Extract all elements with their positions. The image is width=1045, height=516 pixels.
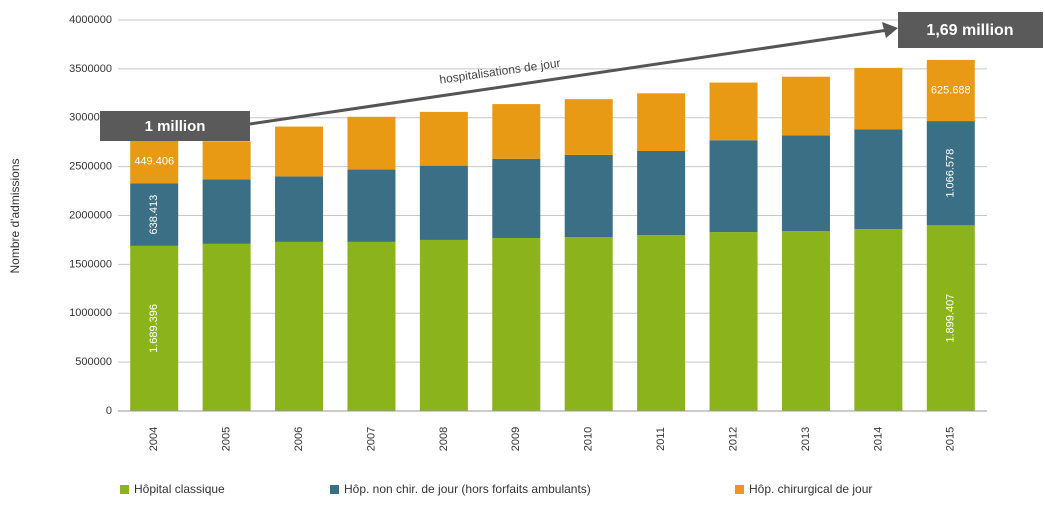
value-label: 638.413 [148,195,160,235]
legend-swatch [330,485,339,494]
bar-segment [926,59,975,122]
bar-segment [419,239,468,411]
y-tick-label: 4000000 [69,14,112,26]
y-tick-label: 0 [106,405,112,417]
x-tick-label: 2014 [872,427,884,451]
bar-segment [130,183,179,246]
x-tick-label: 2007 [365,427,377,451]
x-tick-label: 2013 [800,427,812,451]
value-label: 625.688 [931,84,971,96]
bar-segment [781,231,830,411]
annotation: 1,69 million [926,22,1013,39]
bar-segment [854,129,903,230]
value-label: 449.406 [134,155,174,167]
bar-segment [275,241,324,411]
bar-segment [637,235,686,411]
value-label: 1.689.396 [148,304,160,353]
bar-segment [781,135,830,232]
bar-segment [926,225,975,411]
x-tick-label: 2004 [148,427,160,451]
bar-segment [492,158,541,238]
bar-segment [854,67,903,130]
x-tick-label: 2015 [945,427,957,451]
bar-segment [202,243,251,411]
bar-segment [202,141,251,180]
bar-segment [202,179,251,244]
bar-segment [419,165,468,240]
bar-segment [564,154,613,238]
arrow-line [249,28,889,126]
bar-segment [781,76,830,136]
bar-segment [854,229,903,411]
bar-segment [709,82,758,141]
x-tick-label: 2005 [221,427,233,451]
y-tick-label: 2000000 [69,209,112,221]
bar-segment [492,237,541,411]
value-label: 1.899.407 [945,294,957,343]
y-tick-label: 3500000 [69,63,112,75]
legend-swatch [120,485,129,494]
x-tick-label: 2009 [510,427,522,451]
y-tick-label: 500000 [75,356,112,368]
x-tick-label: 2012 [727,427,739,451]
value-label: 1.066.578 [945,149,957,198]
bar-segment [926,121,975,226]
bar-segment [709,232,758,411]
annotation-box [100,111,250,141]
legend-label: Hôp. chirurgical de jour [749,482,872,496]
bar-segment [492,104,541,159]
bar-segment [275,126,324,177]
x-tick-label: 2006 [293,427,305,451]
bar-segment [637,93,686,151]
bar-segment [130,245,179,411]
annotation-box [898,12,1043,48]
x-tick-label: 2008 [438,427,450,451]
legend-swatch [735,485,744,494]
arrow-head [882,22,898,38]
x-tick-label: 2010 [583,427,595,451]
y-tick-label: 1000000 [69,307,112,319]
x-tick-label: 2011 [655,427,667,451]
bar-segment [130,139,179,184]
legend-label: Hôpital classique [134,482,225,496]
y-tick-label: 2500000 [69,161,112,173]
bar-segment [275,176,324,242]
bar-segment [564,99,613,155]
annotation: 1 million [145,118,206,135]
bar-segment [347,116,396,170]
bar-segment [419,111,468,166]
legend-label: Hôp. non chir. de jour (hors forfaits am… [344,482,591,496]
bar-segment [564,237,613,411]
bar-segment [347,169,396,242]
y-tick-label: 1500000 [69,258,112,270]
bar-segment [637,150,686,236]
bar-segment [347,241,396,411]
bar-segment [709,140,758,233]
y-axis-label: Nombre d'admissions [8,158,22,273]
